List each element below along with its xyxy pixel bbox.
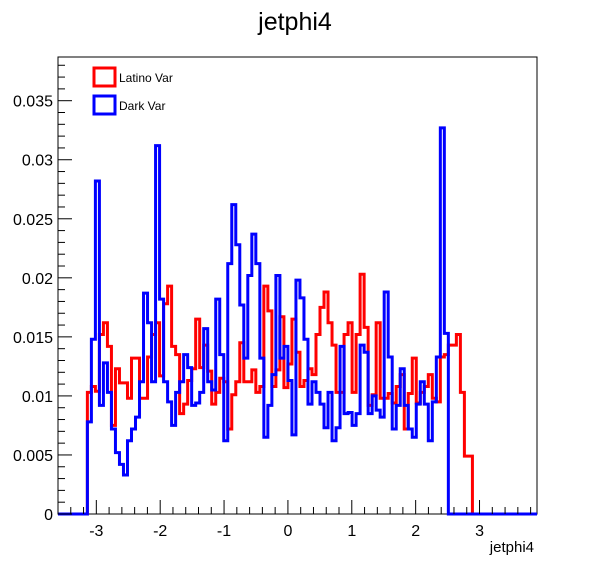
x-tick-label: 3	[475, 523, 484, 540]
x-tick-label: 0	[283, 523, 292, 540]
y-tick-label: 0.03	[22, 153, 53, 170]
x-tick-label: 2	[411, 523, 420, 540]
x-tick-label: -3	[89, 523, 103, 540]
x-tick-label: 1	[347, 523, 356, 540]
legend-label-latino-var: Latino Var	[119, 71, 173, 85]
x-tick-label: -1	[217, 523, 231, 540]
x-axis-title: jetphi4	[489, 539, 534, 556]
legend: Latino Var Dark Var	[92, 66, 173, 116]
chart-title: jetphi4	[257, 8, 332, 36]
legend-swatch-latino-var	[92, 66, 117, 88]
legend-swatch-dark-var	[92, 94, 117, 116]
y-tick-label: 0.035	[13, 94, 53, 111]
y-tick-label: 0.005	[13, 448, 53, 465]
legend-label-dark-var: Dark Var	[119, 99, 165, 113]
y-tick-label: 0.015	[13, 330, 53, 347]
y-tick-label: 0	[44, 507, 53, 524]
y-tick-label: 0.02	[22, 271, 53, 288]
x-tick-label: -2	[153, 523, 167, 540]
y-tick-label: 0.025	[13, 212, 53, 229]
y-tick-label: 0.01	[22, 389, 53, 406]
histogram-line-dark-var	[58, 126, 537, 516]
plot-frame	[57, 56, 538, 515]
